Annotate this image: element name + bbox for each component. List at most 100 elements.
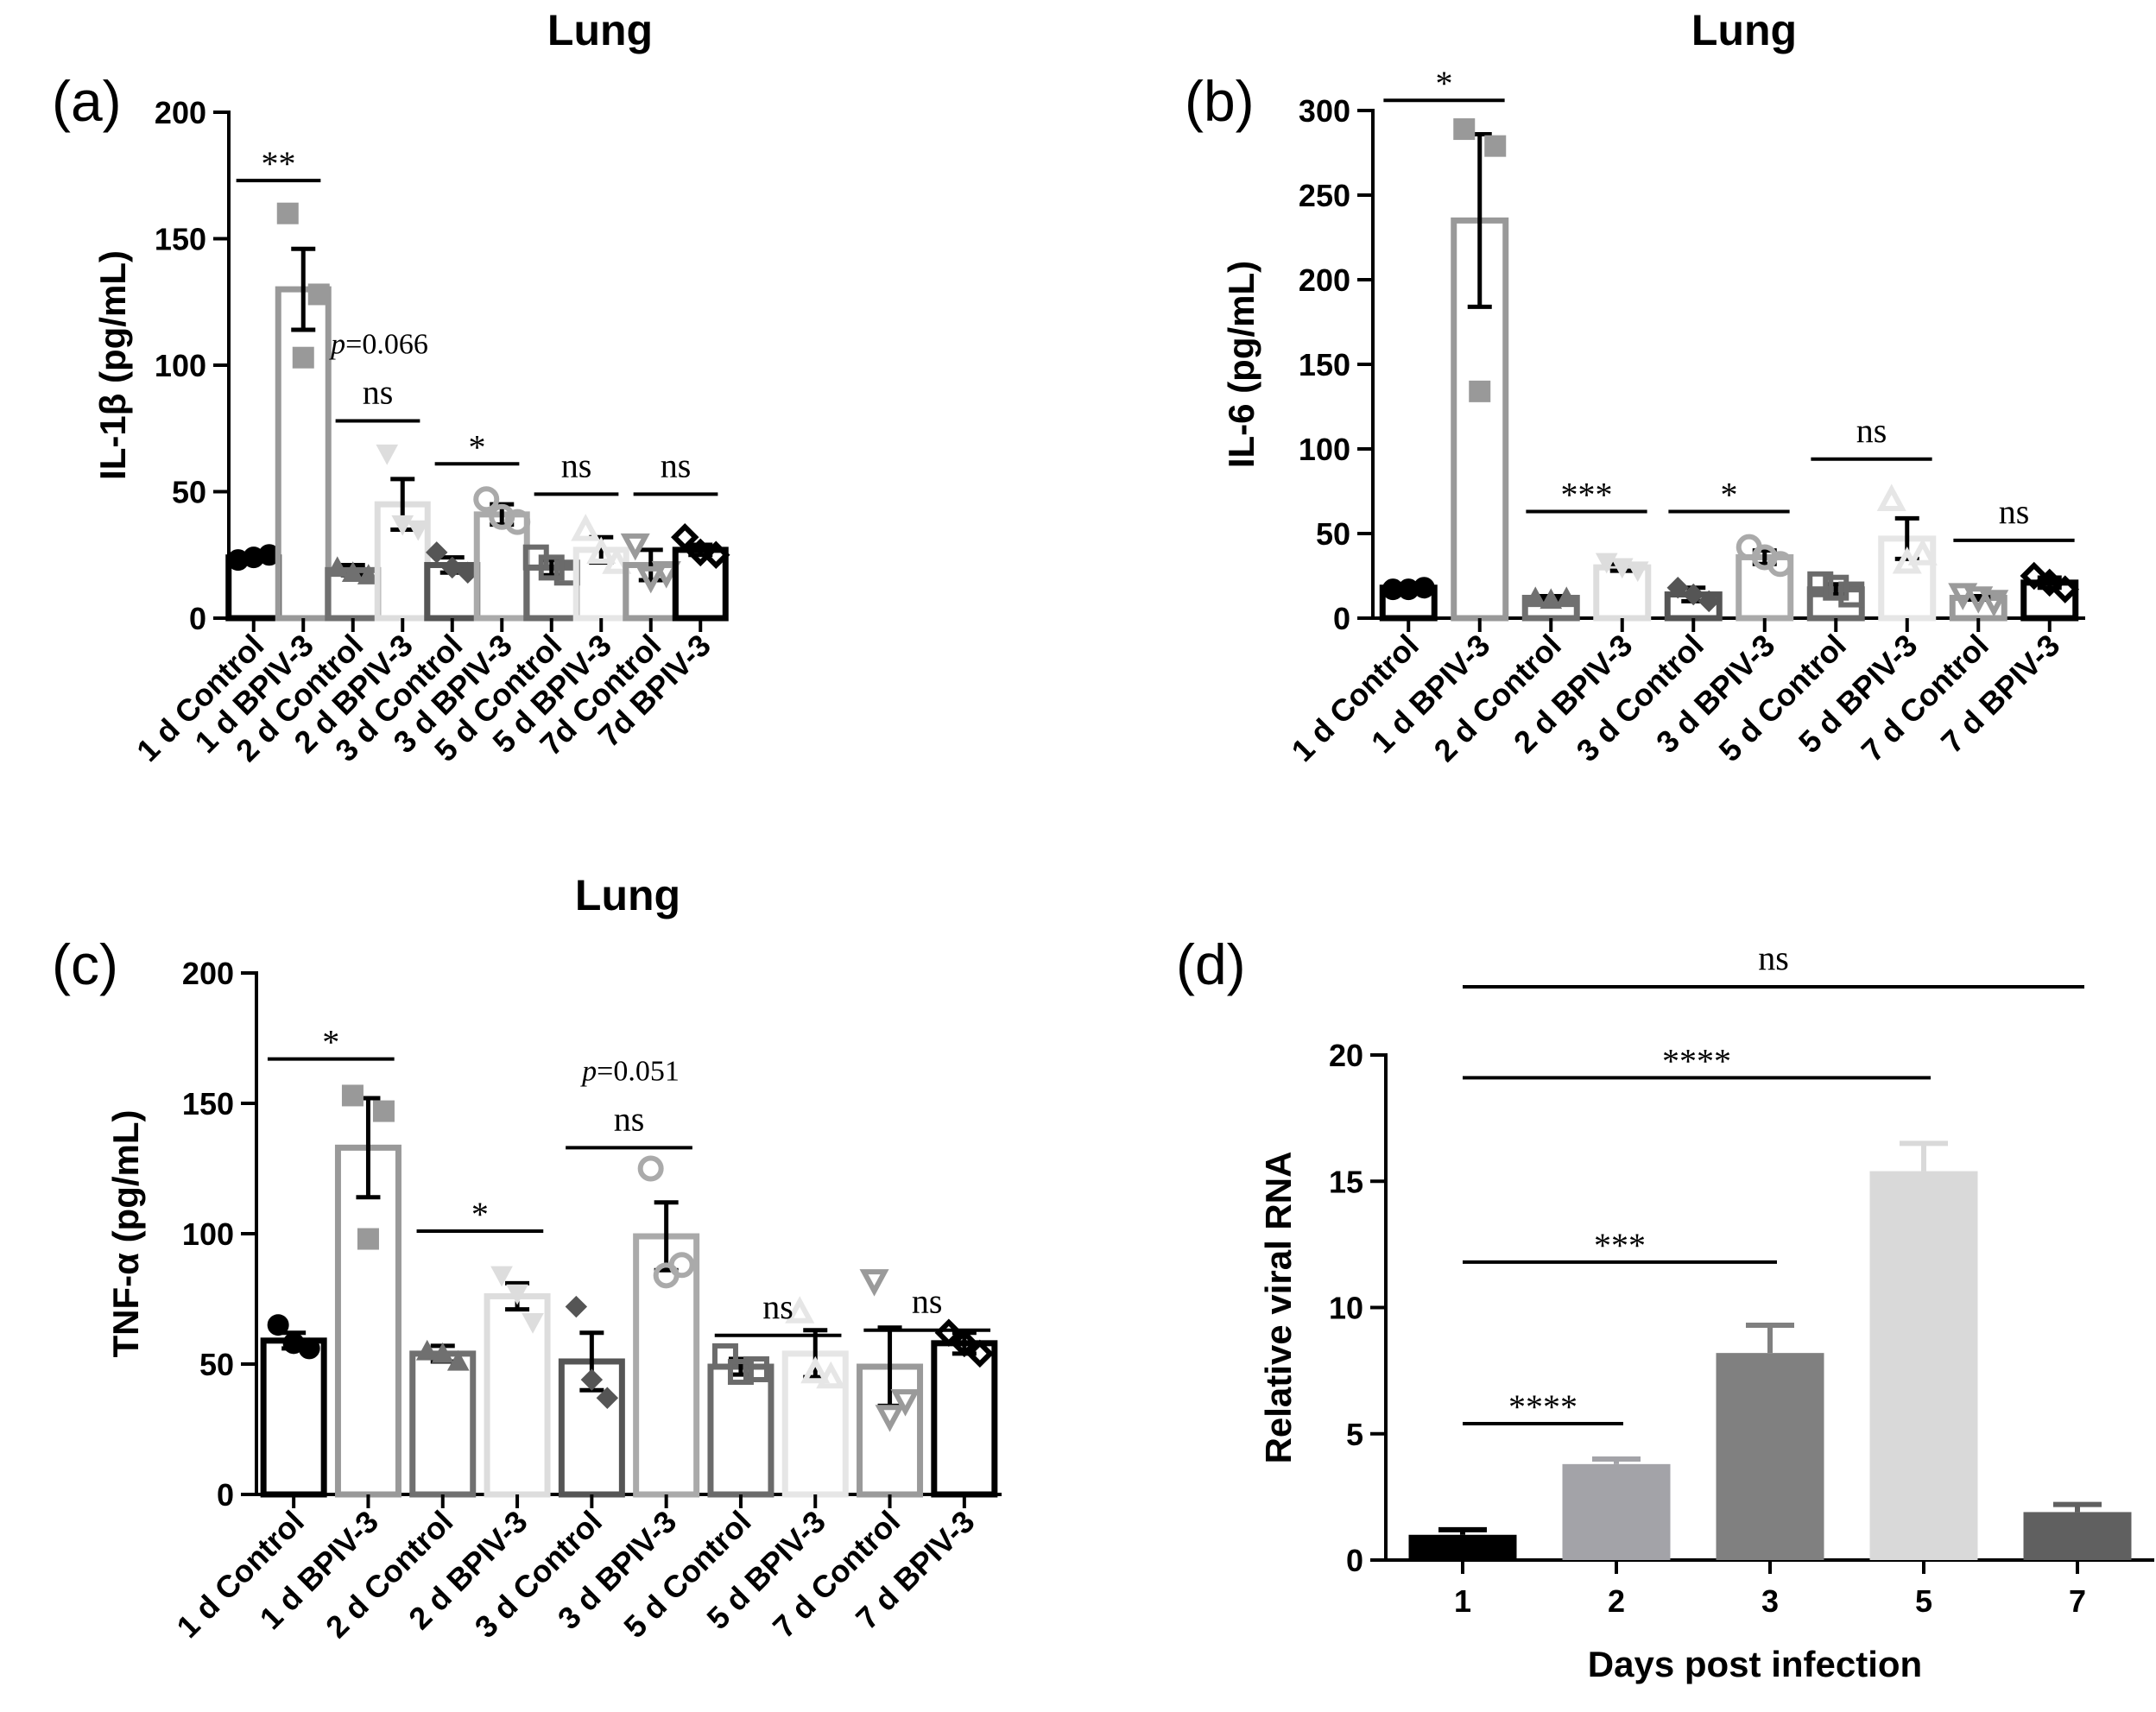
data-point <box>859 1269 889 1297</box>
y-tick-label: 15 <box>1329 1164 1363 1199</box>
panel-label: (d) <box>1176 932 1246 996</box>
x-axis-label: Days post infection <box>1588 1644 1922 1684</box>
y-tick-label: 150 <box>182 1086 234 1121</box>
data-point <box>506 1284 528 1305</box>
significance-label: * <box>322 1023 339 1062</box>
data-point <box>743 1356 769 1383</box>
data-point <box>490 1266 513 1287</box>
data-point <box>407 520 430 541</box>
significance-label: ns <box>912 1282 943 1321</box>
panel-label: (c) <box>52 932 118 996</box>
data-point <box>1484 135 1507 157</box>
data-point <box>1807 571 1834 597</box>
data-point <box>2020 561 2048 591</box>
panel-label: (b) <box>1185 69 1255 133</box>
data-point <box>1469 380 1491 402</box>
significance-label: ns <box>1856 411 1887 450</box>
bar <box>1562 1463 1671 1560</box>
data-point <box>635 565 666 594</box>
data-point <box>1555 586 1578 608</box>
chart-panel-d: (d) 0 5 10 15 20 Relative viral RNA 1 2 3 5 7 Days p… <box>1176 932 2154 1684</box>
y-tick-label: 100 <box>1299 432 1350 467</box>
y-tick-label: 0 <box>217 1477 234 1513</box>
bar <box>1869 1171 1978 1560</box>
data-point <box>1666 577 1689 599</box>
y-axis-label: Relative viral RNA <box>1258 1152 1299 1464</box>
y-tick-label: 0 <box>1346 1543 1363 1578</box>
data-point <box>538 554 565 581</box>
data-point <box>671 522 699 552</box>
y-tick-label: 150 <box>1299 347 1350 382</box>
significance-label: *** <box>1561 476 1613 515</box>
significance-label: ** <box>262 144 296 183</box>
data-point <box>800 1355 831 1384</box>
y-axis-label: TNF-α (pg/mL) <box>105 1109 146 1357</box>
y-tick-label: 200 <box>1299 262 1350 298</box>
data-point <box>950 1329 979 1358</box>
data-point <box>686 538 715 567</box>
y-tick-label: 50 <box>172 475 206 510</box>
data-point <box>341 1084 364 1107</box>
data-point <box>243 546 265 569</box>
data-point <box>1963 586 1994 614</box>
data-point <box>1540 588 1563 610</box>
data-point <box>1907 538 1938 565</box>
data-point <box>965 1339 995 1368</box>
p-value-label: p=0.051 <box>580 1055 680 1087</box>
significance-label: ns <box>661 445 692 484</box>
data-point <box>1682 583 1704 606</box>
bar <box>931 1340 998 1498</box>
chart-title: Lung <box>547 6 653 54</box>
p-value: =0.066 <box>345 328 428 360</box>
y-tick-label: 200 <box>155 95 206 130</box>
y-tick-label: 50 <box>199 1347 234 1382</box>
data-point <box>637 1155 664 1182</box>
data-point <box>565 1295 588 1318</box>
significance-label: ns <box>614 1099 645 1138</box>
significance-label: ns <box>363 372 394 411</box>
chart-title: Lung <box>575 871 680 919</box>
y-tick-label: 0 <box>189 601 206 636</box>
data-point <box>711 1342 738 1369</box>
p-value: =0.051 <box>597 1055 680 1087</box>
x-tick-label: 1 <box>1454 1583 1471 1619</box>
y-axis-label: IL-1β (pg/mL) <box>92 250 133 480</box>
y-tick-label: 5 <box>1346 1417 1363 1452</box>
y-tick-label: 0 <box>1333 601 1350 636</box>
data-point <box>391 515 414 536</box>
data-point <box>1524 586 1547 608</box>
data-point <box>489 503 515 530</box>
data-point <box>1626 561 1649 583</box>
bar <box>334 1144 401 1498</box>
y-axis-label: IL-6 (pg/mL) <box>1221 261 1261 468</box>
data-point <box>1979 590 2009 617</box>
significance-label: *** <box>1594 1226 1646 1265</box>
bar <box>484 1292 551 1498</box>
data-point <box>282 1332 305 1355</box>
data-point <box>580 1368 604 1391</box>
significance-label: ns <box>561 445 592 484</box>
data-point <box>1948 583 1978 610</box>
data-point <box>1876 483 1906 511</box>
data-point <box>653 1262 680 1289</box>
data-point <box>890 1389 920 1417</box>
data-point <box>1698 590 1720 613</box>
y-tick-label: 50 <box>1316 516 1350 552</box>
significance-label: * <box>471 1195 489 1234</box>
data-point <box>620 533 650 561</box>
data-point <box>1453 118 1476 141</box>
x-tick-label: 3 <box>1761 1583 1779 1619</box>
data-point <box>1838 581 1865 608</box>
data-point <box>326 556 349 578</box>
bar <box>707 1363 775 1498</box>
data-point <box>276 202 299 224</box>
y-tick-label: 20 <box>1329 1038 1363 1073</box>
data-point <box>415 1339 439 1361</box>
data-point <box>441 556 464 579</box>
data-point <box>596 1387 619 1409</box>
p-value-label: p=0.066 <box>329 328 428 360</box>
bar <box>409 1350 477 1498</box>
data-point <box>727 1359 754 1386</box>
